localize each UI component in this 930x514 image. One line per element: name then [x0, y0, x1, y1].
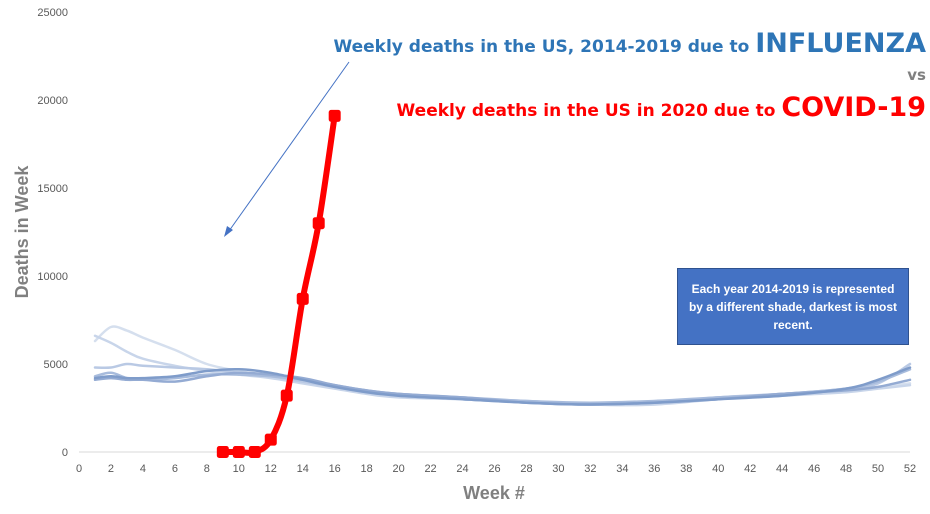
covid-data-point [328, 109, 341, 122]
x-tick-label: 52 [904, 463, 916, 475]
annotation-box: Each year 2014-2019 is represented by a … [677, 268, 909, 345]
x-tick-label: 16 [329, 463, 341, 475]
series-layer [93, 109, 912, 458]
x-tick-label: 38 [680, 463, 692, 475]
x-tick-label: 10 [233, 463, 245, 475]
y-tick-label: 10000 [37, 271, 68, 283]
annotation-text: Each year 2014-2019 is represented by a … [688, 281, 898, 332]
x-tick-label: 4 [140, 463, 146, 475]
covid-data-point [296, 292, 309, 305]
x-tick-label: 2 [108, 463, 114, 475]
title-covid: Weekly deaths in the US in 2020 due to C… [397, 92, 926, 123]
series-line-covid-2020 [219, 112, 338, 456]
covid-data-point [248, 446, 261, 458]
y-tick-label: 25000 [37, 7, 68, 19]
covid-data-point [216, 446, 229, 458]
y-tick-label: 0 [62, 447, 68, 459]
x-tick-label: 6 [172, 463, 178, 475]
y-axis-ticks: 0 5000 10000 15000 20000 25000 [37, 7, 68, 459]
title-vs: vs [907, 66, 926, 84]
title-covid-prefix: Weekly deaths in the US in 2020 due to [396, 101, 782, 121]
x-tick-label: 36 [648, 463, 660, 475]
y-tick-label: 5000 [44, 359, 68, 371]
x-tick-label: 14 [297, 463, 309, 475]
x-tick-label: 22 [424, 463, 436, 475]
title-influenza-prefix: Weekly deaths in the US, 2014-2019 due t… [333, 37, 756, 57]
y-tick-label: 20000 [37, 95, 68, 107]
x-tick-label: 32 [584, 463, 596, 475]
series-line-influenza-4 [93, 371, 912, 406]
x-tick-label: 42 [744, 463, 756, 475]
x-tick-label: 26 [488, 463, 500, 475]
title-covid-emphasis: COVID-19 [781, 92, 926, 123]
x-tick-label: 0 [76, 463, 82, 475]
y-tick-label: 15000 [37, 183, 68, 195]
x-tick-label: 24 [456, 463, 468, 475]
x-tick-label: 46 [808, 463, 820, 475]
y-axis-title: Deaths in Week [12, 165, 32, 299]
annotation-arrow [224, 61, 350, 237]
x-tick-label: 44 [776, 463, 788, 475]
x-tick-label: 50 [872, 463, 884, 475]
title-influenza: Weekly deaths in the US, 2014-2019 due t… [333, 28, 926, 59]
x-axis-ticks: 0 2 4 6 8 10 12 14 16 18 20 22 24 26 28 30 32 34 36 38 40 42 4… [76, 463, 916, 475]
x-axis-title: Week # [463, 483, 525, 503]
x-tick-label: 20 [392, 463, 404, 475]
x-tick-label: 28 [520, 463, 532, 475]
x-tick-label: 48 [840, 463, 852, 475]
covid-data-point [264, 433, 277, 446]
x-tick-label: 30 [552, 463, 564, 475]
x-tick-label: 34 [616, 463, 628, 475]
covid-data-point [312, 217, 325, 230]
x-tick-label: 18 [361, 463, 373, 475]
x-tick-label: 8 [204, 463, 210, 475]
covid-data-point [232, 446, 245, 458]
covid-data-point [280, 389, 293, 402]
x-tick-label: 12 [265, 463, 277, 475]
title-influenza-emphasis: INFLUENZA [755, 28, 926, 59]
series-line-influenza-5 [93, 366, 912, 406]
x-tick-label: 40 [712, 463, 724, 475]
